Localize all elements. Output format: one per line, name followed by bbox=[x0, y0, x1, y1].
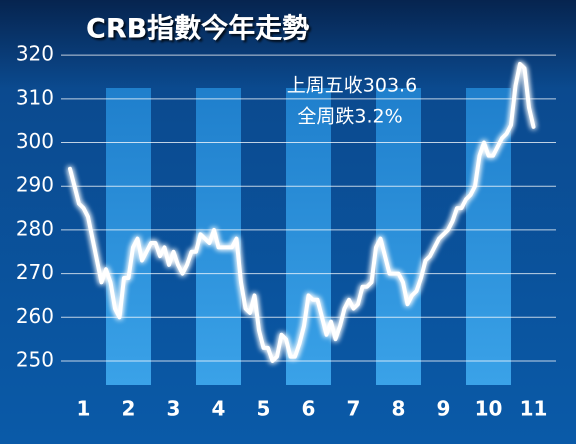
y-tick-label: 290 bbox=[16, 173, 54, 197]
y-tick-label: 250 bbox=[16, 347, 54, 371]
y-tick-label: 300 bbox=[16, 129, 54, 153]
y-tick-label: 320 bbox=[16, 42, 54, 66]
month-stripes bbox=[106, 88, 511, 385]
x-tick-label: 10 bbox=[475, 397, 503, 421]
x-tick-label: 3 bbox=[167, 397, 181, 421]
x-tick-label: 8 bbox=[392, 397, 406, 421]
annotation: 全周跌3.2% bbox=[297, 106, 402, 128]
y-tick-label: 310 bbox=[16, 85, 54, 109]
x-tick-label: 9 bbox=[437, 397, 451, 421]
annotation: 上周五收303.6 bbox=[287, 75, 417, 97]
plot bbox=[68, 61, 536, 363]
y-tick-label: 280 bbox=[16, 216, 54, 240]
month-stripe bbox=[466, 88, 511, 385]
chart-title: CRB指數今年走勢 bbox=[86, 13, 309, 45]
x-tick-label: 2 bbox=[122, 397, 136, 421]
x-tick-label: 1 bbox=[77, 397, 91, 421]
x-tick-label: 5 bbox=[257, 397, 271, 421]
y-tick-label: 260 bbox=[16, 304, 54, 328]
line bbox=[68, 61, 536, 363]
x-tick-label: 7 bbox=[347, 397, 361, 421]
x-tick-label: 11 bbox=[520, 397, 548, 421]
x-tick-label: 4 bbox=[212, 397, 226, 421]
month-stripe bbox=[286, 88, 331, 385]
x-tick-label: 6 bbox=[302, 397, 316, 421]
month-stripe bbox=[106, 88, 151, 385]
y-tick-label: 270 bbox=[16, 260, 54, 284]
month-stripe bbox=[376, 88, 421, 385]
